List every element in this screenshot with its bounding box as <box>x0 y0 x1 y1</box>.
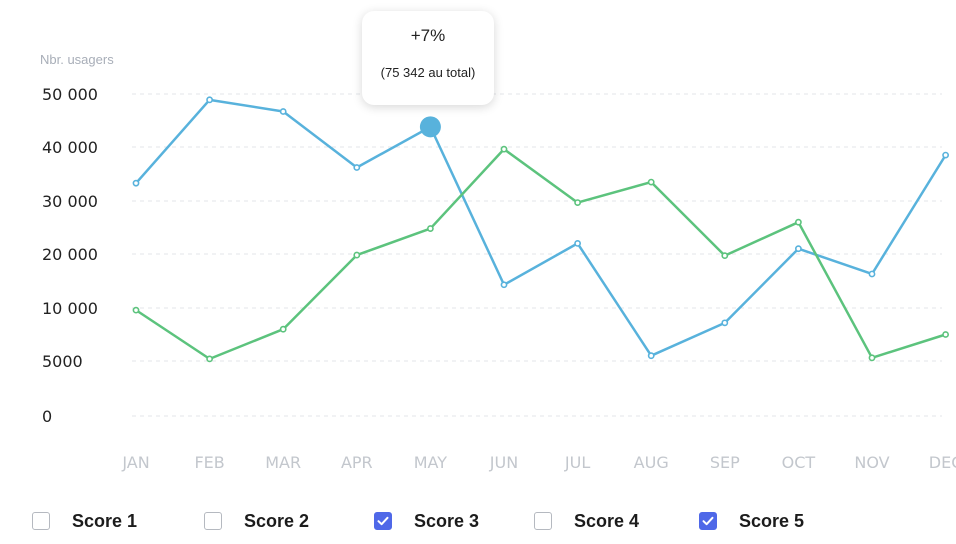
data-point <box>942 331 949 338</box>
legend-item-3[interactable]: Score 4 <box>534 511 699 532</box>
x-tick-label: OCT <box>782 453 816 472</box>
x-tick-label: SEP <box>710 453 740 472</box>
data-point <box>132 306 140 314</box>
legend-label: Score 5 <box>739 510 805 531</box>
data-point <box>426 225 434 232</box>
y-tick-label: 20 000 <box>42 245 98 264</box>
checkbox-icon[interactable] <box>699 512 717 530</box>
x-tick-label: MAY <box>414 453 448 472</box>
data-point <box>868 270 876 278</box>
data-point <box>721 319 729 327</box>
x-tick-label: APR <box>341 453 373 472</box>
y-tick-label: 5000 <box>42 352 83 371</box>
data-point <box>500 145 508 153</box>
legend: Score 1 Score 2 Score 3 Score 4 Score 5 <box>32 508 804 534</box>
data-point <box>868 354 876 362</box>
x-tick-label: JUL <box>564 453 590 472</box>
data-point <box>206 355 213 363</box>
series-line <box>134 147 947 361</box>
data-point <box>279 108 287 115</box>
legend-item-1[interactable]: Score 2 <box>204 511 374 532</box>
legend-label: Score 3 <box>414 510 480 531</box>
x-tick-label: MAR <box>265 453 301 472</box>
data-point <box>721 252 729 260</box>
tooltip-total: (75 342 au total) <box>380 65 476 80</box>
y-tick-label: 10 000 <box>42 299 98 318</box>
y-tick-label: 30 000 <box>42 192 98 211</box>
legend-item-2[interactable]: Score 3 <box>374 511 534 532</box>
data-point <box>206 96 213 104</box>
data-point <box>279 325 287 333</box>
y-tick-label: 50 000 <box>42 85 98 104</box>
data-point <box>574 239 581 247</box>
highlight-point <box>419 116 441 138</box>
chart-tooltip: +7% (75 342 au total) <box>362 11 494 105</box>
series-line <box>134 98 947 357</box>
x-tick-label: JUN <box>489 453 518 472</box>
data-point <box>647 352 655 360</box>
checkbox-icon[interactable] <box>374 512 392 530</box>
data-point <box>353 164 361 171</box>
checkbox-icon[interactable] <box>204 512 222 530</box>
data-point <box>574 199 581 206</box>
data-point <box>795 218 802 226</box>
legend-label: Score 2 <box>244 510 310 531</box>
data-point <box>132 179 140 187</box>
x-tick-label: DEC <box>929 453 956 472</box>
data-point <box>353 251 361 259</box>
legend-label: Score 1 <box>72 510 138 531</box>
x-tick-label: AUG <box>634 453 669 472</box>
data-point <box>795 245 802 253</box>
tooltip-value: +7% <box>410 26 446 45</box>
data-point <box>500 281 508 289</box>
checkbox-icon[interactable] <box>32 512 50 530</box>
data-point <box>942 151 949 159</box>
y-axis-title: Nbr. usagers <box>40 52 114 67</box>
x-tick-label: FEB <box>194 453 224 472</box>
legend-item-0[interactable]: Score 1 <box>32 511 204 532</box>
y-tick-label: 40 000 <box>42 138 98 157</box>
data-point <box>647 178 655 186</box>
y-tick-label: 0 <box>42 407 52 426</box>
checkbox-icon[interactable] <box>534 512 552 530</box>
legend-label: Score 4 <box>574 510 640 531</box>
legend-item-4[interactable]: Score 5 <box>699 511 804 532</box>
x-tick-label: JAN <box>121 453 149 472</box>
x-tick-label: NOV <box>854 453 889 472</box>
